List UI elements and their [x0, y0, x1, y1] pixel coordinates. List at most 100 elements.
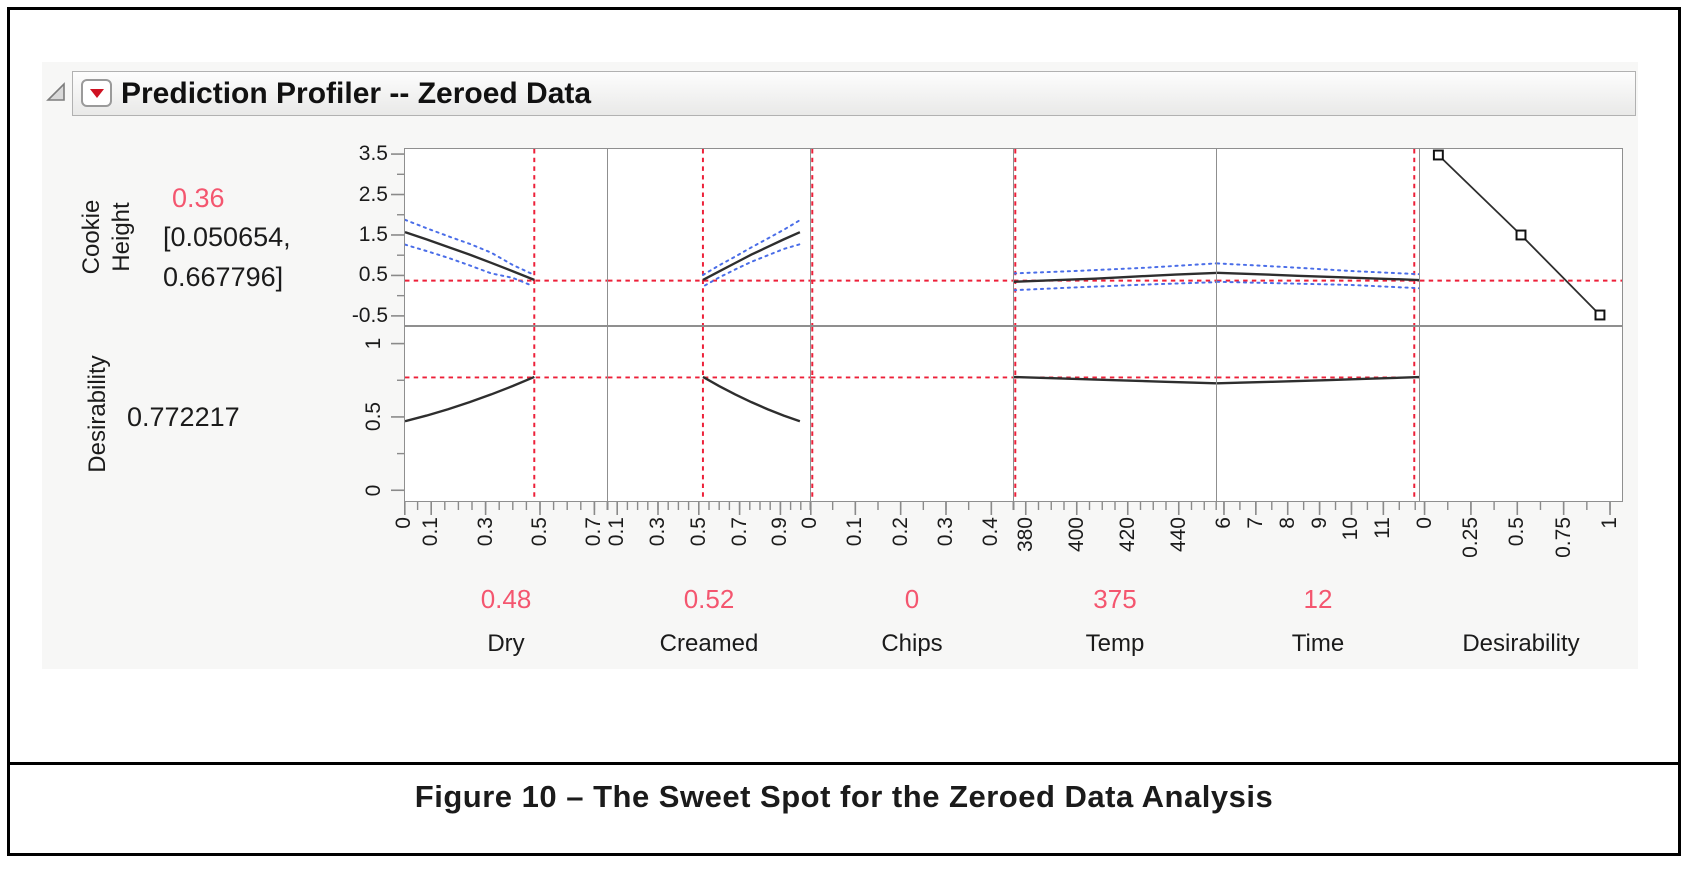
x-tick-label: 9 — [1307, 517, 1331, 529]
x-axis-ticks — [810, 502, 1014, 515]
x-tick-label: 1 — [1598, 517, 1622, 529]
panel-desirability-time[interactable] — [1216, 326, 1420, 502]
y-axis-ticks — [391, 153, 404, 317]
x-tick-label: 0.5 — [528, 517, 551, 547]
response-current-value: 0.36 — [172, 183, 225, 213]
x-axis-ticks — [404, 502, 608, 515]
panel-desirability-creamed[interactable] — [607, 326, 811, 502]
factor-value-creamed[interactable]: 0.52 — [683, 584, 735, 614]
panel-cookie-height-temp[interactable] — [1013, 148, 1217, 326]
response-interval: [0.050654, — [163, 222, 291, 252]
desirability-control-point[interactable] — [1432, 149, 1444, 161]
profile-trace — [1217, 271, 1419, 282]
profile-trace — [1014, 375, 1216, 385]
x-axis-ticks — [1423, 502, 1611, 515]
profiler-report: Prediction Profiler -- Zeroed Data Cooki… — [42, 62, 1638, 669]
x-tick-label: 8 — [1275, 517, 1299, 529]
x-tick-label: 0.9 — [768, 517, 792, 547]
confidence-band-upper — [405, 218, 536, 276]
x-tick-label: 0.3 — [934, 517, 957, 547]
x-tick-label: 0.5 — [686, 517, 710, 547]
factor-value-time[interactable]: 12 — [1303, 584, 1333, 614]
panel-desirability-desirability[interactable] — [1419, 326, 1623, 502]
x-tick-label: 0 — [798, 517, 821, 529]
panel-cookie-height-dry[interactable] — [404, 148, 608, 326]
factor-label-dry: Dry — [487, 630, 525, 657]
y-tick-label: 0.5 — [362, 402, 385, 432]
confidence-band-lower — [703, 243, 801, 287]
factor-value-chips[interactable]: 0 — [904, 584, 920, 614]
profile-trace — [405, 231, 535, 282]
figure-border — [7, 7, 1681, 856]
confidence-band-lower — [1014, 281, 1216, 292]
response-label-desirability: Desirability — [84, 355, 111, 473]
confidence-band-upper — [1217, 262, 1419, 276]
factor-label-temp: Temp — [1085, 630, 1145, 657]
y-tick-label: 2.5 — [358, 182, 388, 206]
panel-desirability-dry[interactable] — [404, 326, 608, 502]
x-tick-label: 11 — [1371, 517, 1395, 539]
x-axis-ticks — [1223, 502, 1416, 515]
x-tick-label: 0.3 — [473, 517, 497, 547]
y-tick-label: 1.5 — [358, 222, 388, 246]
y-tick-label: 3.5 — [358, 142, 388, 166]
panel-cookie-height-creamed[interactable] — [607, 148, 811, 326]
confidence-band-upper — [1014, 262, 1216, 275]
factor-label-desirability: Desirability — [1462, 630, 1580, 657]
x-tick-label: 0 — [1412, 517, 1436, 529]
x-axis-ticks — [1013, 502, 1217, 515]
x-tick-label: 420 — [1115, 517, 1139, 553]
profile-trace — [1217, 375, 1419, 385]
desirability-control-point[interactable] — [1515, 229, 1527, 241]
x-tick-label: 0.7 — [582, 517, 606, 547]
x-tick-label: 0.75 — [1551, 517, 1575, 558]
desirability-current-value: 0.772217 — [127, 402, 240, 432]
x-tick-label: 0.1 — [605, 517, 629, 547]
factor-label-creamed: Creamed — [659, 630, 759, 657]
x-tick-label: 6 — [1211, 517, 1235, 529]
red-triangle-menu-icon[interactable] — [81, 79, 112, 107]
response-label-cookie-height: Height — [108, 202, 135, 272]
figure-caption-strip: Figure 10 – The Sweet Spot for the Zeroe… — [10, 762, 1678, 857]
x-tick-label: 0.7 — [727, 517, 751, 547]
disclosure-triangle-icon[interactable] — [44, 80, 68, 104]
x-tick-label: 0 — [392, 517, 415, 529]
y-axis-ticks — [391, 342, 404, 492]
x-tick-label: 0.1 — [843, 517, 867, 547]
y-tick-label: -0.5 — [351, 303, 388, 327]
x-tick-label: 0.1 — [419, 517, 443, 547]
y-tick-label: 0.5 — [358, 263, 388, 287]
response-label-cookie-height: Cookie — [78, 199, 105, 275]
report-title-bar: Prediction Profiler -- Zeroed Data — [72, 71, 1636, 116]
panel-cookie-height-time[interactable] — [1216, 148, 1420, 326]
desirability-control-point[interactable] — [1594, 309, 1606, 321]
figure-caption: Figure 10 – The Sweet Spot for the Zeroe… — [414, 779, 1274, 814]
y-tick-label: 0 — [362, 484, 385, 497]
x-tick-label: 0.25 — [1458, 517, 1482, 558]
panel-cookie-height-desirability[interactable] — [1419, 148, 1623, 326]
factor-value-temp[interactable]: 375 — [1093, 584, 1137, 614]
panel-desirability-chips[interactable] — [810, 326, 1014, 502]
factor-label-time: Time — [1291, 630, 1345, 657]
factor-label-chips: Chips — [881, 630, 943, 657]
factor-value-dry[interactable]: 0.48 — [480, 584, 532, 614]
response-interval: 0.667796] — [163, 262, 284, 292]
x-tick-label: 0.2 — [888, 517, 912, 547]
confidence-band-upper — [701, 219, 801, 276]
profile-trace — [702, 231, 801, 281]
report-title: Prediction Profiler -- Zeroed Data — [121, 77, 592, 110]
x-tick-label: 380 — [1013, 517, 1037, 553]
confidence-band-lower — [405, 243, 533, 287]
panel-cookie-height-chips[interactable] — [810, 148, 1014, 326]
x-tick-label: 10 — [1339, 517, 1363, 541]
x-axis-ticks — [607, 502, 811, 515]
panel-desirability-temp[interactable] — [1013, 326, 1217, 502]
profile-trace — [1014, 271, 1216, 283]
profile-trace — [405, 375, 535, 423]
confidence-band-lower — [1217, 280, 1419, 290]
y-tick-label: 1 — [362, 337, 385, 350]
x-tick-label: 0.3 — [646, 517, 669, 547]
x-tick-label: 0.5 — [1505, 517, 1529, 547]
x-tick-label: 400 — [1064, 517, 1088, 553]
